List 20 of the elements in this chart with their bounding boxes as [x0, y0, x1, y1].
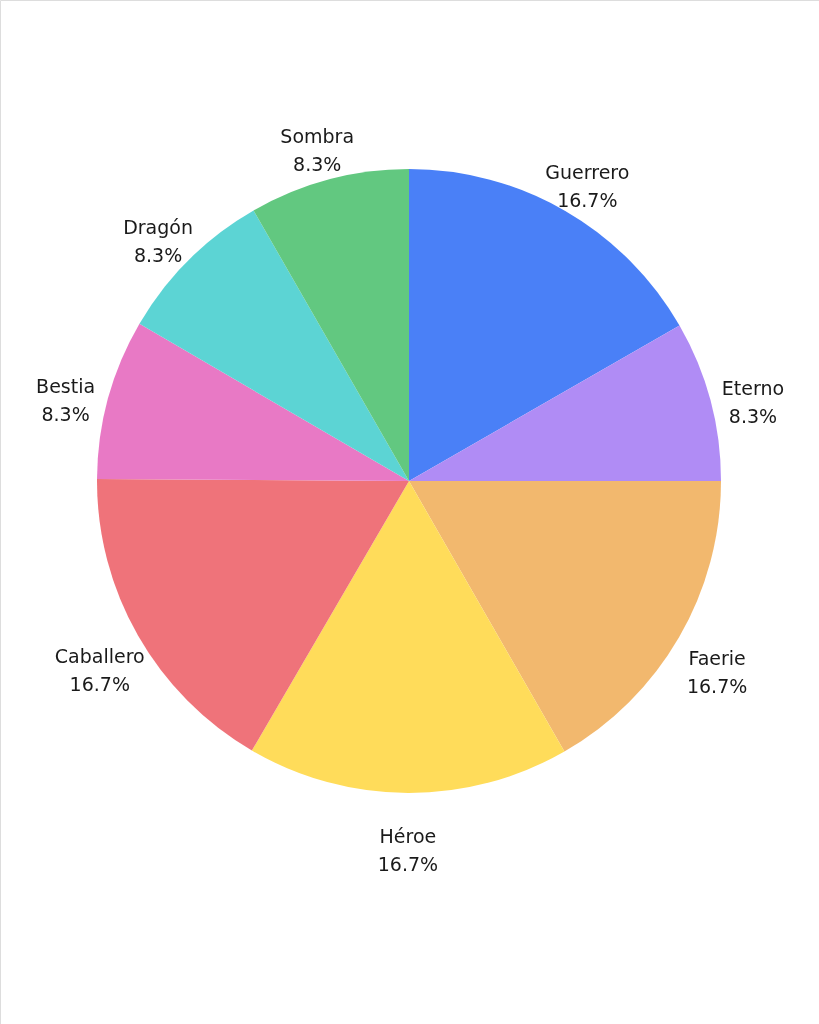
- slice-label: Dragón: [123, 216, 193, 239]
- pie-slice: [251, 481, 565, 793]
- pie-slice: [253, 169, 409, 481]
- slice-label: Bestia: [36, 375, 96, 398]
- data-label: 16.7%: [377, 853, 439, 875]
- slice-label: Eterno: [721, 377, 785, 400]
- data-label: 8.3%: [728, 405, 778, 428]
- data-label: 8.3%: [41, 403, 90, 426]
- data-label: 8.3%: [293, 153, 342, 176]
- slice-label: Caballero: [54, 645, 145, 668]
- pie-slice: [97, 323, 409, 481]
- slice-label: Héroe: [379, 825, 437, 847]
- data-label: 16.7%: [557, 188, 618, 211]
- data-label: 16.7%: [686, 675, 748, 698]
- slice-label: Guerrero: [545, 160, 630, 183]
- data-label: 8.3%: [133, 244, 183, 267]
- slice-label: Sombra: [280, 125, 355, 148]
- pie-slice: [409, 325, 721, 481]
- data-label: 16.7%: [69, 673, 130, 696]
- slice-label: Faerie: [688, 647, 746, 670]
